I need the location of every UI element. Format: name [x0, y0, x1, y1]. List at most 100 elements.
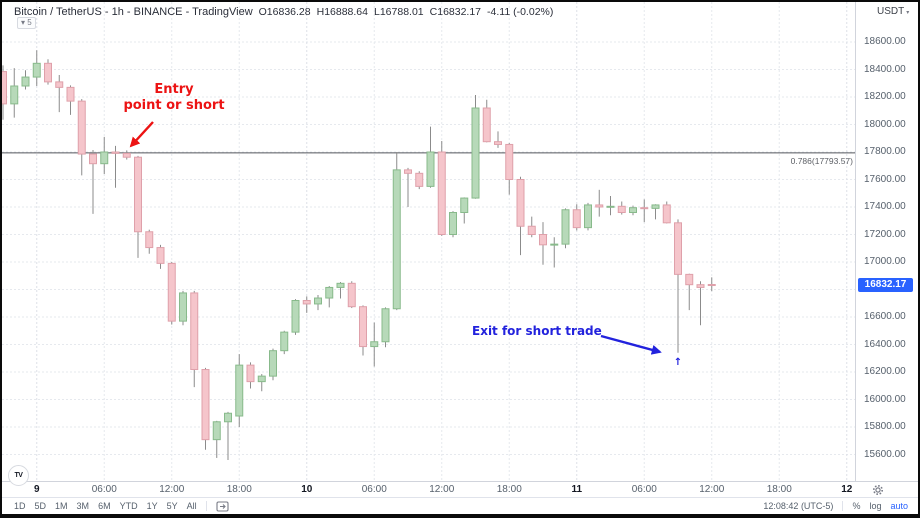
price-axis-label: 16400.00 — [864, 338, 906, 350]
candle — [291, 299, 300, 335]
symbol-title: Bitcoin / TetherUS - 1h - BINANCE - Trad… — [14, 6, 253, 18]
candle-body — [145, 231, 154, 249]
candle-body — [505, 143, 514, 180]
range-button-5d[interactable]: 5D — [34, 501, 47, 511]
range-button-1y[interactable]: 1Y — [146, 501, 158, 511]
candle-body — [122, 152, 131, 158]
candle-body — [572, 209, 581, 229]
exit-arrow — [600, 334, 662, 355]
candle-body — [584, 204, 592, 229]
candle — [10, 68, 19, 118]
range-button-6m[interactable]: 6M — [98, 501, 111, 511]
time-axis-label: 18:00 — [496, 484, 522, 495]
candle — [662, 201, 671, 224]
time-axis-label: 12:00 — [159, 484, 185, 495]
candle — [2, 65, 7, 120]
candle — [280, 330, 289, 355]
candle — [674, 219, 682, 353]
candle-body — [10, 85, 19, 105]
candle — [584, 202, 592, 231]
currency-label[interactable]: USDT ▾ — [877, 6, 909, 17]
candle-body — [2, 71, 7, 105]
current-price-tag: 16832.17 — [858, 278, 913, 293]
candle-body — [561, 209, 570, 245]
candle — [179, 290, 187, 326]
percent-scale-button[interactable]: % — [852, 501, 861, 511]
candle-body — [606, 205, 615, 208]
time-axis[interactable]: 9 06:00 12:00 18:00 10 06:00 12:00 18:00 11 06:00… — [2, 481, 918, 498]
candle — [21, 70, 30, 90]
go-to-date-icon[interactable] — [216, 500, 229, 512]
candle-body — [381, 308, 390, 343]
candle — [235, 354, 244, 427]
time-axis-label: 9 — [33, 484, 40, 495]
candle — [246, 362, 255, 389]
price-axis-label: 17800.00 — [864, 146, 906, 157]
candle-body — [460, 197, 469, 213]
range-button-5y[interactable]: 5Y — [166, 501, 178, 511]
range-button-all[interactable]: All — [186, 501, 197, 511]
price-axis-label: 18400.00 — [864, 63, 906, 75]
candlestick-chart — [2, 2, 855, 481]
candle — [505, 143, 514, 195]
candle — [212, 420, 221, 458]
auto-scale-button[interactable]: auto — [890, 501, 908, 511]
candle — [111, 145, 120, 188]
chevron-down-icon: ▾ — [21, 18, 26, 27]
candle-body — [347, 282, 356, 308]
candle-body — [235, 364, 244, 417]
candle — [32, 50, 41, 86]
candle — [415, 171, 424, 190]
candle — [100, 136, 109, 174]
range-button-1m[interactable]: 1M — [55, 501, 68, 511]
candle-body — [539, 234, 547, 246]
price-axis-label: 18600.00 — [864, 36, 906, 47]
candle — [347, 281, 356, 309]
chevron-down-icon: ▾ — [906, 10, 910, 16]
candle-body — [224, 412, 232, 423]
time-axis-label: 12:00 — [429, 484, 455, 495]
range-button-ytd[interactable]: YTD — [119, 501, 138, 511]
toolbar-divider — [205, 501, 207, 511]
legend-toggle[interactable]: ▾ 5 — [17, 17, 36, 29]
candle-body — [257, 375, 266, 383]
candle — [595, 189, 604, 217]
candle-body — [167, 262, 176, 322]
price-axis-label: 17200.00 — [864, 228, 906, 240]
range-button-3m[interactable]: 3M — [76, 501, 90, 511]
candle-body — [111, 151, 120, 154]
fib-level-label: 0.786(17793.57) — [790, 156, 853, 166]
tradingview-logo[interactable]: TV — [8, 465, 29, 486]
time-axis-label: 06:00 — [91, 484, 117, 495]
log-scale-button[interactable]: log — [869, 501, 882, 511]
candle-body — [674, 222, 682, 275]
axis-settings-gear-icon[interactable] — [871, 483, 885, 497]
time-axis-label: 12:00 — [699, 484, 725, 495]
candle-body — [516, 179, 525, 227]
time-axis-label: 18:00 — [766, 484, 792, 495]
candle-body — [21, 76, 30, 87]
price-axis[interactable]: USDT ▾ 16832.17 18600.00 18400.00 18200.00 1… — [855, 2, 918, 481]
candle-body — [44, 62, 52, 83]
candle-body — [550, 243, 559, 246]
price-axis-label: 16600.00 — [864, 311, 906, 322]
candle-body — [482, 107, 491, 143]
price-axis-label: 16000.00 — [864, 393, 906, 405]
candle — [617, 201, 626, 215]
candle — [336, 281, 345, 299]
candle — [482, 99, 491, 143]
candle-body — [494, 141, 502, 145]
candle-body — [651, 204, 660, 209]
price-axis-label: 17000.00 — [864, 256, 906, 267]
timezone-clock[interactable]: 12:08:42 (UTC-5) — [763, 501, 834, 511]
candle-body — [426, 151, 435, 187]
candle-body — [527, 225, 536, 235]
ohlc-change: -4.11 (-0.02%) — [487, 6, 554, 18]
range-button-1d[interactable]: 1D — [14, 501, 26, 511]
candle — [437, 141, 446, 236]
candle — [640, 199, 649, 223]
candle — [707, 277, 716, 292]
candle — [685, 273, 694, 311]
candle-body — [415, 172, 424, 187]
candle-body — [302, 300, 311, 305]
